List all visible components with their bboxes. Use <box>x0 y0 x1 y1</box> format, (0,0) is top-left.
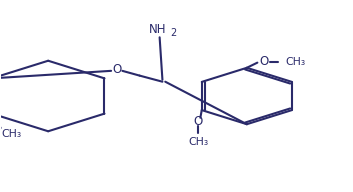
Text: O: O <box>193 115 203 128</box>
Text: O: O <box>112 63 121 76</box>
Text: CH₃: CH₃ <box>1 129 22 139</box>
Text: O: O <box>259 55 268 68</box>
Text: CH₃: CH₃ <box>188 137 208 147</box>
Text: 2: 2 <box>170 28 177 38</box>
Text: CH₃: CH₃ <box>286 57 306 67</box>
Text: NH: NH <box>149 23 167 36</box>
